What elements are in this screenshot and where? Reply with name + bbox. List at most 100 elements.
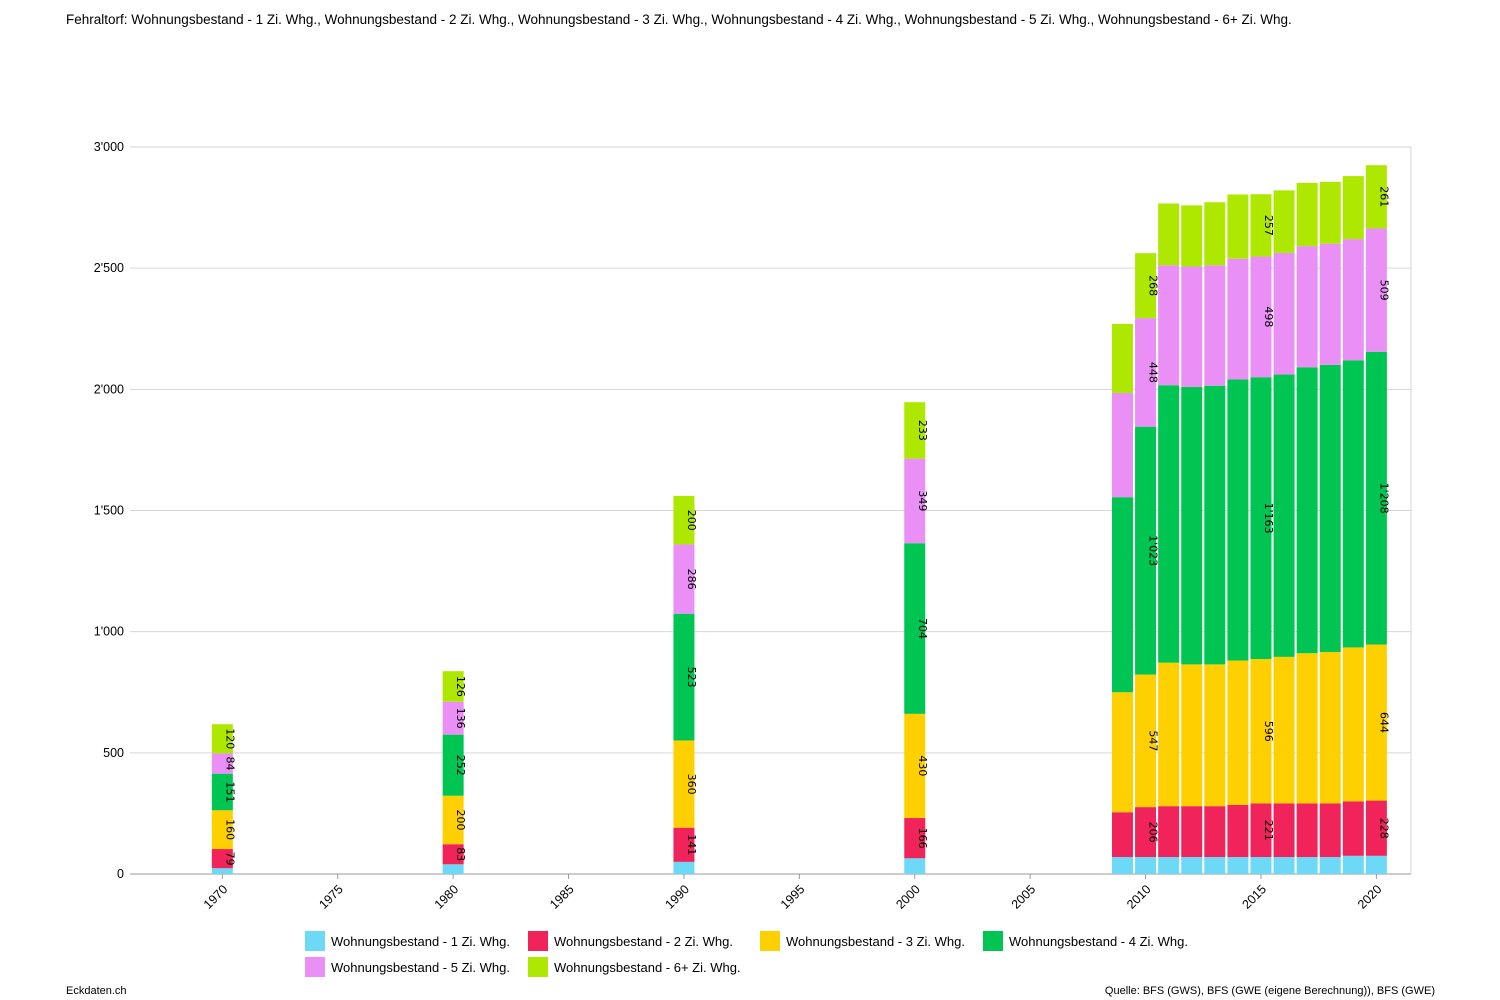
bar-segment: [1273, 656, 1295, 804]
bar-segment: [1111, 392, 1133, 498]
bar-segment: [1319, 243, 1341, 365]
bar-segment: [904, 402, 926, 459]
bar-segment: [1181, 386, 1203, 665]
data-label: 126: [454, 676, 467, 697]
data-label: 228: [1377, 818, 1390, 839]
bar-segment: [1111, 692, 1133, 813]
legend-swatch: [983, 931, 1003, 951]
bar-segment: [1365, 800, 1387, 856]
bar-segment: [1342, 801, 1364, 856]
stacked-bar-chart: 0 500 1'000 1'500 2'000 2'500 3'000 79 160 151 84…: [94, 140, 1412, 912]
bar-segment: [1227, 857, 1249, 874]
data-label: 252: [454, 755, 467, 776]
bar-segment: [1181, 205, 1203, 267]
data-label: 206: [1147, 822, 1160, 843]
data-label: 166: [916, 828, 929, 849]
bar-segment: [1204, 265, 1226, 386]
x-tick-label: 2000: [893, 882, 923, 912]
bar-segment: [1296, 653, 1318, 804]
y-axis-ticks: 0 500 1'000 1'500 2'000 2'500 3'000: [94, 140, 124, 881]
x-tick-label: 1980: [432, 882, 462, 912]
data-label: 233: [916, 420, 929, 441]
bar-segment: [1158, 857, 1180, 874]
bars: 79 160 151 84 120 83 200 252 136 126 141 360 523 286 2…: [211, 165, 1390, 874]
legend-item: Wohnungsbestand - 4 Zi. Whg.: [983, 930, 1188, 952]
legend-item: Wohnungsbestand - 3 Zi. Whg.: [760, 930, 965, 952]
bar-segment: [673, 740, 695, 828]
bar-segment: [1111, 857, 1133, 874]
data-label: 136: [454, 708, 467, 729]
bar-segment: [1319, 803, 1341, 858]
x-axis-ticks: 1970 1975 1980 1985 1990 1995 2000 2005 2010 2015…: [201, 874, 1385, 912]
legend-swatch: [528, 931, 548, 951]
bar-segment: [1158, 806, 1180, 858]
bar-segment: [1273, 857, 1295, 874]
bar-segment: [1296, 182, 1318, 247]
legend-label: Wohnungsbestand - 6+ Zi. Whg.: [554, 959, 741, 975]
bar-segment: [904, 713, 926, 819]
x-tick-label: 2005: [1009, 882, 1039, 912]
bar-segment: [1365, 228, 1387, 352]
data-label: 83: [454, 847, 467, 861]
x-tick-label: 2010: [1124, 882, 1154, 912]
bar-segment: [211, 753, 233, 774]
bar-segment: [1111, 812, 1133, 858]
x-tick-label: 1985: [547, 882, 577, 912]
bar-segment: [1204, 664, 1226, 807]
legend-item: Wohnungsbestand - 1 Zi. Whg.: [305, 930, 510, 952]
x-tick-label: 1975: [316, 882, 346, 912]
bar-segment: [1296, 857, 1318, 874]
bar-segment: [442, 864, 464, 874]
y-tick-label: 0: [117, 867, 124, 881]
bar-segment: [1250, 857, 1272, 874]
bar-segment: [1135, 857, 1157, 874]
bar-segment: [1319, 857, 1341, 874]
bar-segment: [1319, 181, 1341, 244]
bar-segment: [1204, 806, 1226, 858]
data-label: 547: [1147, 730, 1160, 751]
bar-segment: [1111, 497, 1133, 693]
data-label: 704: [916, 618, 929, 639]
bar-segment: [1319, 652, 1341, 804]
data-label: 523: [685, 667, 698, 688]
bar-segment: [1365, 855, 1387, 874]
data-label: 200: [685, 510, 698, 531]
bar-segment: [1181, 857, 1203, 874]
bar-segment: [904, 543, 926, 714]
bar-segment: [1181, 806, 1203, 858]
bar-segment: [673, 861, 695, 874]
bar-segment: [673, 495, 695, 545]
bar-segment: [1250, 194, 1272, 257]
data-label: 1'208: [1377, 483, 1390, 514]
legend-label: Wohnungsbestand - 1 Zi. Whg.: [331, 933, 510, 949]
bar-segment: [673, 544, 695, 614]
bar-segment: [1273, 803, 1295, 858]
legend-swatch: [760, 931, 780, 951]
bar-segment: [1204, 857, 1226, 874]
bar-segment: [211, 868, 233, 874]
bar-segment: [673, 613, 695, 741]
bar-segment: [442, 734, 464, 796]
bar-segment: [1273, 252, 1295, 375]
bar-segment: [1250, 256, 1272, 378]
bar-segment: [211, 724, 233, 754]
y-tick-label: 500: [103, 746, 124, 760]
data-label: 257: [1262, 215, 1275, 236]
data-label: 596: [1262, 721, 1275, 742]
x-tick-label: 2015: [1240, 882, 1270, 912]
data-label: 644: [1377, 712, 1390, 733]
bar-segment: [211, 810, 233, 850]
bar-segment: [1365, 165, 1387, 229]
data-label: 160: [223, 819, 236, 840]
x-tick-label: 2020: [1355, 882, 1385, 912]
data-label: 1'023: [1147, 535, 1160, 566]
data-label: 286: [685, 569, 698, 590]
legend-swatch: [305, 931, 325, 951]
data-label: 268: [1147, 275, 1160, 296]
bar-segment: [1273, 190, 1295, 253]
data-label: 200: [454, 809, 467, 830]
bar-segment: [1365, 644, 1387, 801]
y-tick-label: 2'500: [94, 261, 124, 275]
x-tick-label: 1970: [201, 882, 231, 912]
data-label: 1'163: [1262, 503, 1275, 534]
